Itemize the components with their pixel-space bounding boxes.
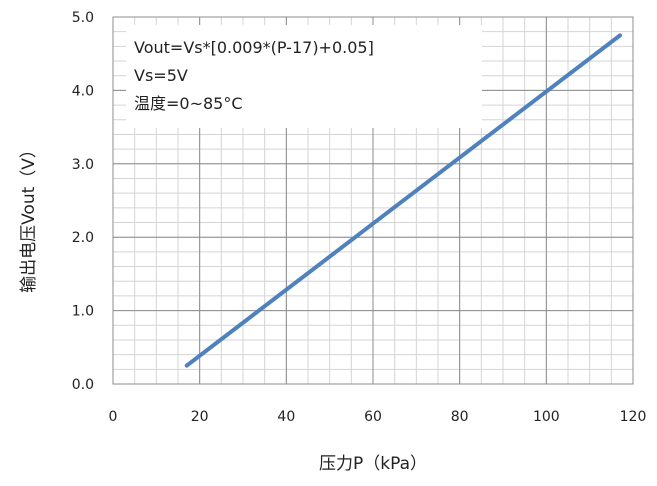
- y-axis-ticks: 0.0 1.0 2.0 3.0 4.0 5.0: [72, 10, 94, 393]
- y-tick-label: 0.0: [72, 377, 94, 393]
- y-tick-label: 1.0: [72, 304, 94, 320]
- x-tick-label: 60: [364, 409, 382, 425]
- x-tick-label: 0: [109, 409, 118, 425]
- y-axis-title: 输出电压Vout（V）: [19, 141, 39, 293]
- x-tick-label: 80: [451, 409, 469, 425]
- y-tick-label: 3.0: [72, 157, 94, 173]
- series-layer: [184, 33, 622, 368]
- x-tick-label: 40: [277, 409, 295, 425]
- annotation-line: 温度=0~85°C: [134, 94, 243, 113]
- y-tick-label: 4.0: [72, 83, 94, 99]
- y-tick-label: 2.0: [72, 230, 94, 246]
- series-line: [184, 33, 622, 368]
- y-tick-label: 5.0: [72, 10, 94, 26]
- annotation-box: Vout=Vs*[0.009*(P-17)+0.05] Vs=5V 温度=0~85°…: [126, 25, 482, 128]
- x-tick-label: 20: [191, 409, 209, 425]
- annotation-line: Vs=5V: [134, 66, 188, 85]
- x-tick-label: 120: [620, 409, 647, 425]
- x-axis-title: 压力P（kPa）: [319, 454, 427, 474]
- annotation-background: [126, 25, 482, 128]
- annotation-line: Vout=Vs*[0.009*(P-17)+0.05]: [134, 38, 374, 57]
- x-tick-label: 100: [533, 409, 560, 425]
- grid-major: [112, 16, 634, 385]
- plot-area-border: [112, 16, 634, 385]
- x-axis-ticks: 0 20 40 60 80 100 120: [109, 409, 647, 425]
